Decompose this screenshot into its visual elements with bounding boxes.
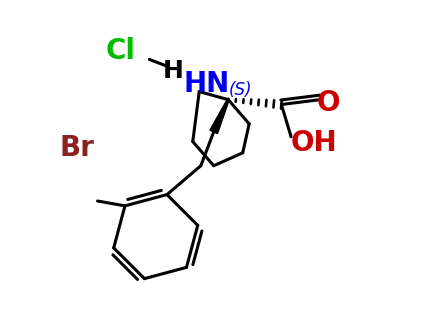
Polygon shape bbox=[210, 99, 229, 134]
Text: (S): (S) bbox=[228, 81, 252, 99]
Text: O: O bbox=[316, 89, 340, 117]
Text: OH: OH bbox=[290, 129, 337, 157]
Text: H: H bbox=[163, 59, 184, 83]
Text: Cl: Cl bbox=[105, 37, 135, 65]
Text: Br: Br bbox=[59, 134, 94, 162]
Text: HN: HN bbox=[183, 70, 229, 98]
